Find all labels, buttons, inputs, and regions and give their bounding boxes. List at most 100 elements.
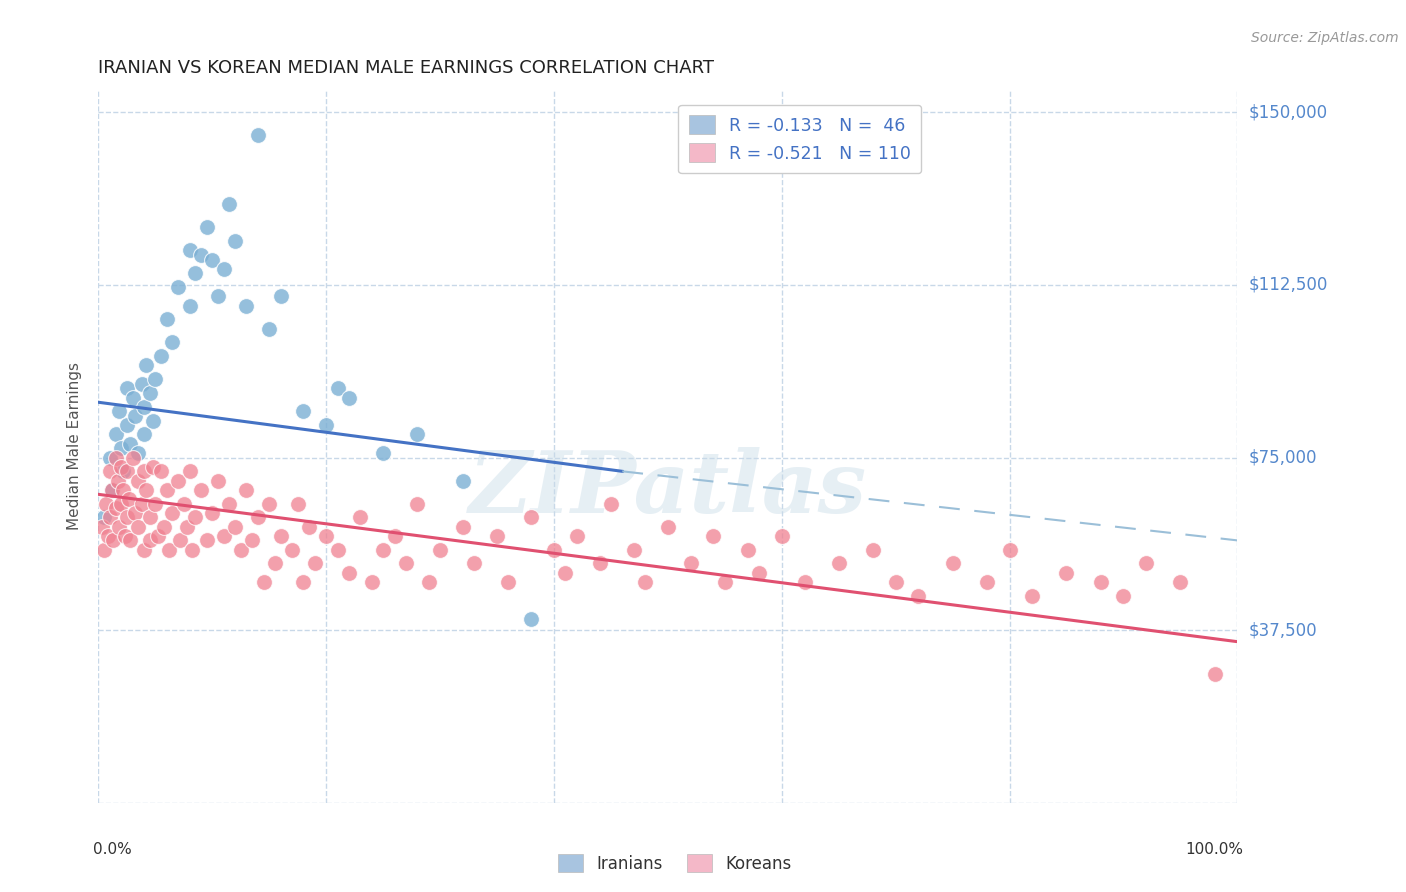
Point	[93, 542, 115, 557]
Point	[207, 474, 229, 488]
Point	[108, 404, 131, 418]
Point	[828, 557, 851, 571]
Point	[104, 427, 127, 442]
Point	[121, 391, 143, 405]
Point	[167, 280, 190, 294]
Text: $150,000: $150,000	[1249, 103, 1327, 121]
Point	[138, 386, 160, 401]
Point	[132, 542, 155, 557]
Point	[131, 497, 153, 511]
Point	[112, 483, 135, 497]
Point	[179, 244, 201, 258]
Point	[793, 574, 815, 589]
Text: $112,500: $112,500	[1249, 276, 1329, 293]
Point	[565, 529, 588, 543]
Point	[118, 491, 141, 506]
Point	[127, 474, 149, 488]
Point	[150, 349, 173, 363]
Text: $37,500: $37,500	[1249, 621, 1317, 640]
Point	[600, 497, 623, 511]
Y-axis label: Median Male Earnings: Median Male Earnings	[67, 362, 83, 530]
Point	[252, 574, 274, 589]
Point	[1135, 557, 1157, 571]
Point	[195, 220, 218, 235]
Point	[270, 529, 292, 543]
Point	[451, 519, 474, 533]
Point	[337, 391, 360, 405]
Point	[463, 557, 485, 571]
Point	[520, 510, 543, 524]
Point	[138, 533, 160, 548]
Point	[1054, 566, 1078, 580]
Point	[190, 248, 212, 262]
Point	[384, 529, 406, 543]
Point	[212, 261, 235, 276]
Point	[748, 566, 770, 580]
Point	[120, 436, 142, 450]
Point	[281, 542, 304, 557]
Point	[169, 533, 191, 548]
Point	[145, 497, 167, 511]
Point	[315, 418, 337, 433]
Legend: Iranians, Koreans: Iranians, Koreans	[551, 847, 799, 880]
Point	[132, 427, 155, 442]
Point	[406, 427, 429, 442]
Point	[976, 574, 998, 589]
Point	[127, 446, 149, 460]
Point	[406, 497, 429, 511]
Point	[110, 497, 132, 511]
Point	[304, 557, 326, 571]
Point	[104, 450, 127, 465]
Point	[107, 474, 129, 488]
Point	[623, 542, 645, 557]
Point	[124, 506, 146, 520]
Point	[1204, 666, 1226, 681]
Text: 0.0%: 0.0%	[93, 842, 132, 857]
Point	[180, 542, 202, 557]
Point	[264, 557, 287, 571]
Point	[101, 483, 124, 497]
Point	[108, 519, 131, 533]
Point	[138, 510, 160, 524]
Point	[98, 510, 121, 524]
Point	[201, 506, 224, 520]
Point	[96, 497, 118, 511]
Point	[292, 404, 315, 418]
Point	[93, 510, 115, 524]
Point	[115, 464, 138, 478]
Text: Source: ZipAtlas.com: Source: ZipAtlas.com	[1251, 31, 1399, 45]
Point	[224, 234, 246, 248]
Point	[207, 289, 229, 303]
Point	[907, 589, 929, 603]
Text: IRANIAN VS KOREAN MEDIAN MALE EARNINGS CORRELATION CHART: IRANIAN VS KOREAN MEDIAN MALE EARNINGS C…	[98, 59, 714, 77]
Point	[124, 409, 146, 423]
Point	[634, 574, 657, 589]
Point	[298, 519, 321, 533]
Point	[520, 612, 543, 626]
Point	[429, 542, 451, 557]
Point	[201, 252, 224, 267]
Point	[150, 464, 173, 478]
Point	[246, 128, 269, 143]
Point	[195, 533, 218, 548]
Point	[1021, 589, 1043, 603]
Point	[167, 474, 190, 488]
Point	[156, 483, 179, 497]
Point	[1112, 589, 1135, 603]
Point	[142, 414, 165, 428]
Point	[115, 381, 138, 395]
Point	[326, 542, 349, 557]
Point	[371, 542, 394, 557]
Point	[190, 483, 212, 497]
Point	[218, 197, 240, 211]
Point	[173, 497, 195, 511]
Point	[315, 529, 337, 543]
Point	[96, 529, 118, 543]
Point	[326, 381, 349, 395]
Point	[98, 450, 121, 465]
Point	[127, 519, 149, 533]
Point	[142, 459, 165, 474]
Point	[110, 459, 132, 474]
Text: $75,000: $75,000	[1249, 449, 1317, 467]
Point	[942, 557, 965, 571]
